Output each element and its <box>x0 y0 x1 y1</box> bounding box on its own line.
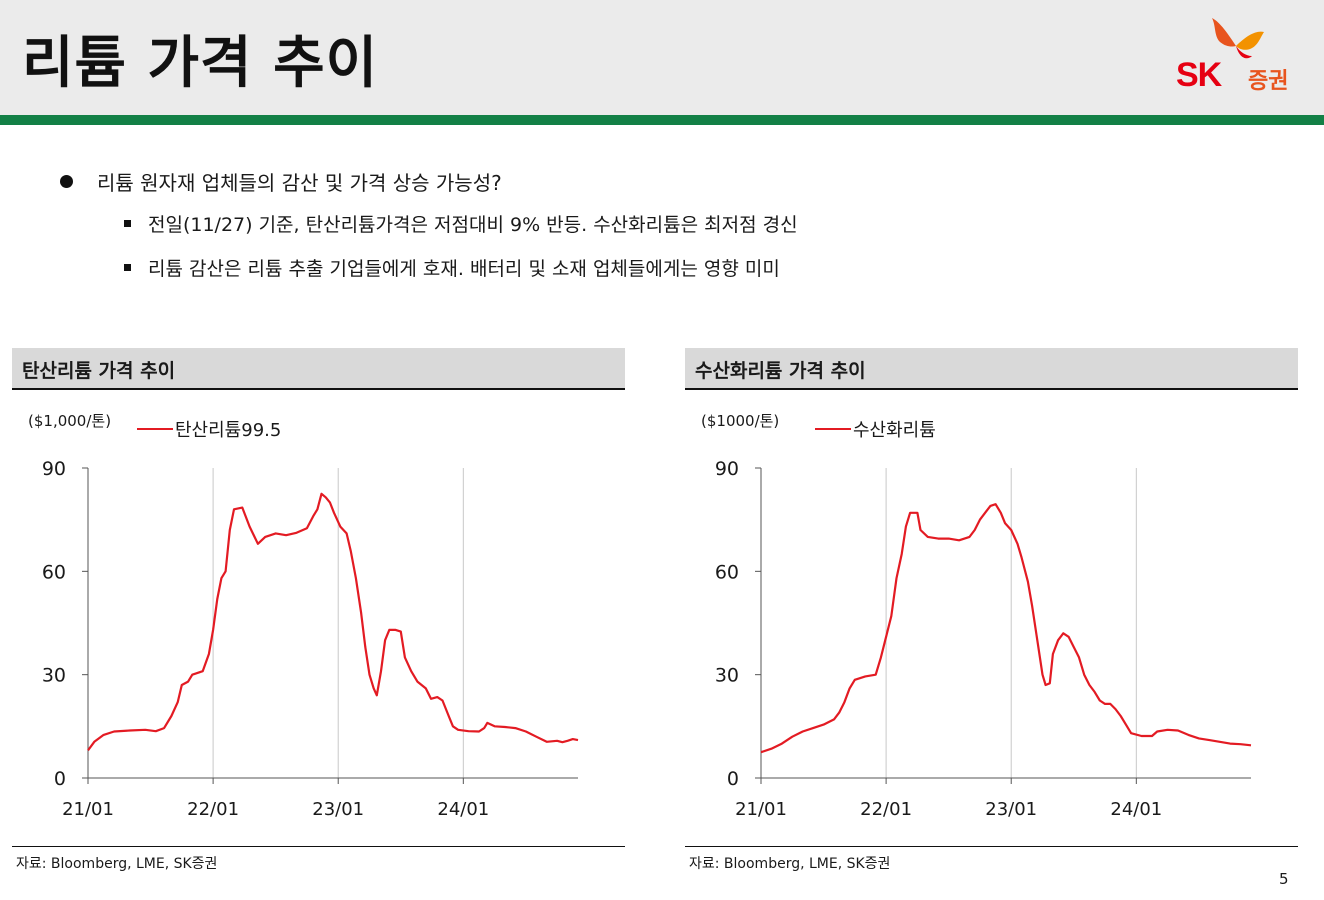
source-divider <box>12 846 625 847</box>
source-note: 자료: Bloomberg, LME, SK증권 <box>689 856 891 872</box>
logo-sk-text: SK <box>1176 56 1222 94</box>
bullet-sub-text: 전일(11/27) 기준, 탄산리튬가격은 저점대비 9% 반등. 수산화리튬은… <box>148 213 798 236</box>
x-tick-label: 21/01 <box>735 799 787 820</box>
unit-label: ($1,000/톤) <box>28 412 112 430</box>
chart-panel-lithium-carbonate: 탄산리튬 가격 추이 ($1,000/톤) 탄산리튬99.5 0 30 60 90 21… <box>12 348 625 876</box>
x-tick-label: 23/01 <box>312 799 364 820</box>
line-chart: 0 30 60 90 21/01 22/01 23/01 24/01 <box>42 458 579 820</box>
chart-legend: 탄산리튬99.5 <box>137 416 281 442</box>
y-tick-label: 60 <box>715 561 739 583</box>
unit-label: ($1000/톤) <box>701 412 780 430</box>
legend-label: 수산화리튬 <box>853 420 936 441</box>
line-chart: 0 30 60 90 21/01 22/01 23/01 24/01 <box>715 458 1252 820</box>
butterfly-wing-low <box>1236 46 1252 59</box>
bullet-sub-1: 전일(11/27) 기준, 탄산리튬가격은 저점대비 9% 반등. 수산화리튬은… <box>124 208 798 238</box>
sk-securities-logo: SK 증권 <box>1176 16 1306 94</box>
page-number: 5 <box>1279 870 1289 888</box>
x-tick-label: 22/01 <box>860 799 912 820</box>
chart-header: 수산화리튬 가격 추이 <box>685 348 1298 390</box>
series-line <box>87 492 579 752</box>
x-tick-label: 22/01 <box>187 799 239 820</box>
bullet-main: 리튬 원자재 업체들의 감산 및 가격 상승 가능성? <box>56 166 502 196</box>
bullet-main-text: 리튬 원자재 업체들의 감산 및 가격 상승 가능성? <box>97 170 502 195</box>
y-tick-label: 90 <box>42 458 66 480</box>
x-tick-label: 21/01 <box>62 799 114 820</box>
butterfly-wing-left <box>1212 18 1236 47</box>
bullet-sub-2: 리튬 감산은 리튬 추출 기업들에게 호재. 배터리 및 소재 업체들에게는 영… <box>124 252 780 282</box>
butterfly-wing-right <box>1236 31 1264 50</box>
legend-swatch <box>137 428 173 430</box>
chart-title: 탄산리튬 가격 추이 <box>22 360 176 382</box>
logo-sec-text: 증권 <box>1248 69 1289 94</box>
source-note: 자료: Bloomberg, LME, SK증권 <box>16 856 218 872</box>
legend-swatch <box>815 428 851 430</box>
header-bar: 리튬 가격 추이 SK 증권 <box>0 0 1324 115</box>
bullet-dot-icon <box>60 174 73 188</box>
chart-panel-lithium-hydroxide: 수산화리튬 가격 추이 ($1000/톤) 수산화리튬 0 30 60 90 21/01… <box>685 348 1298 876</box>
y-tick-label: 0 <box>727 768 739 790</box>
bullet-sub-text: 리튬 감산은 리튬 추출 기업들에게 호재. 배터리 및 소재 업체들에게는 영… <box>148 257 780 280</box>
header-divider <box>0 115 1324 125</box>
chart-header: 탄산리튬 가격 추이 <box>12 348 625 390</box>
bullet-square-icon <box>124 219 131 227</box>
chart-title: 수산화리튬 가격 추이 <box>695 360 866 382</box>
butterfly-icon <box>1212 18 1264 59</box>
x-tick-label: 23/01 <box>985 799 1037 820</box>
chart-legend: 수산화리튬 <box>815 416 936 442</box>
y-tick-label: 60 <box>42 561 66 583</box>
series-line <box>760 503 1252 754</box>
y-tick-label: 90 <box>715 458 739 480</box>
y-tick-label: 30 <box>715 665 739 687</box>
x-tick-label: 24/01 <box>1110 799 1162 820</box>
bullet-square-icon <box>124 263 131 271</box>
y-tick-label: 30 <box>42 665 66 687</box>
page-title: 리튬 가격 추이 <box>22 31 379 96</box>
legend-label: 탄산리튬99.5 <box>175 420 282 441</box>
y-tick-label: 0 <box>54 768 66 790</box>
x-tick-label: 24/01 <box>437 799 489 820</box>
source-divider <box>685 846 1298 847</box>
